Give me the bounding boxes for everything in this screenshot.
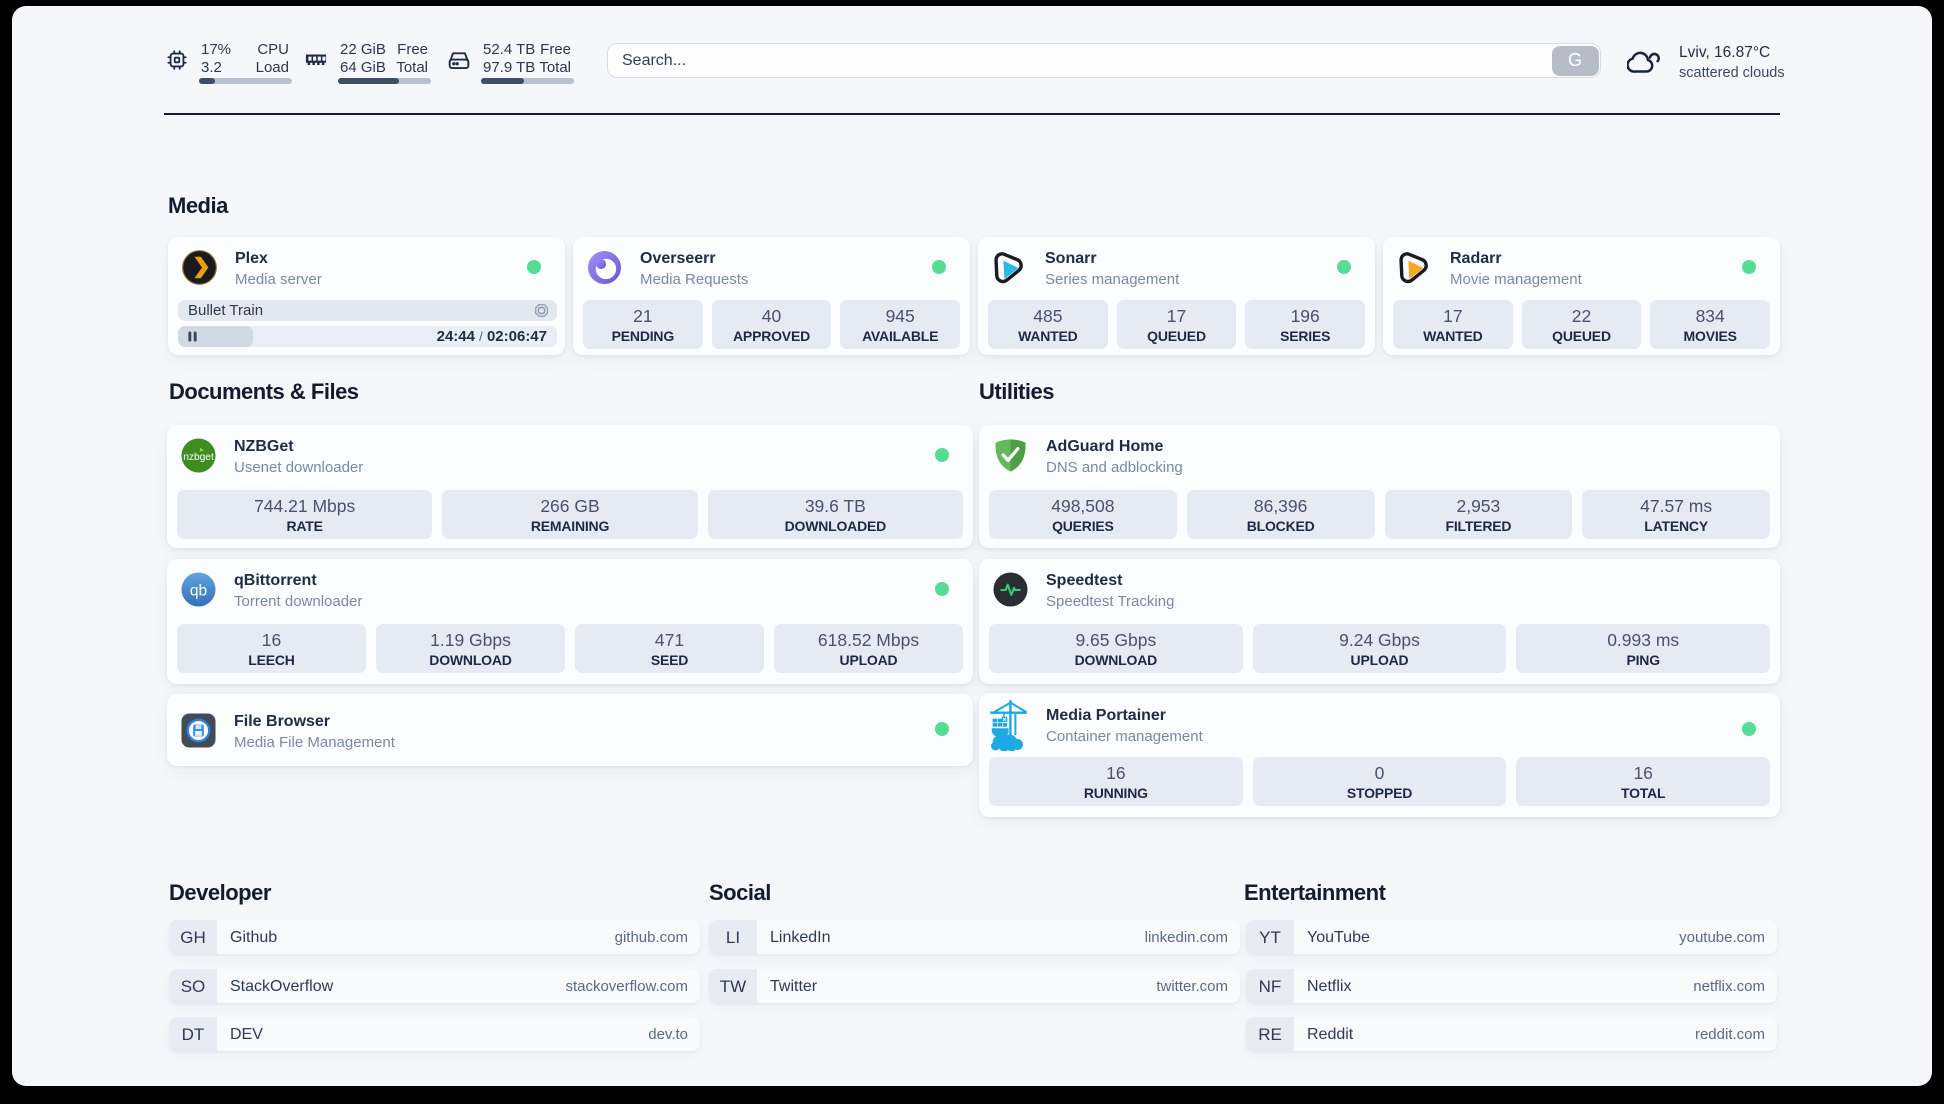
svg-text:qb: qb [190,582,207,599]
svg-text:nzbget: nzbget [183,452,214,463]
